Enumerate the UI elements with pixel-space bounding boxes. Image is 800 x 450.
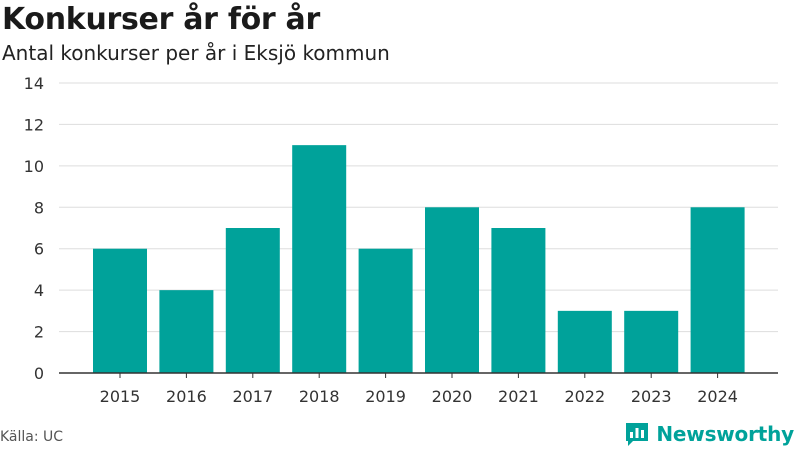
bar-2015 [93,248,147,373]
newsworthy-logo-icon [626,423,649,446]
source-note: Källa: UC [0,429,64,445]
bar-2023 [624,310,679,373]
chart-subtitle: Antal konkurser per år i Eksjö kommun [2,41,390,65]
x-tick-label: 2018 [299,387,340,406]
y-tick-label: 0 [34,364,44,383]
bar-2019 [358,248,413,373]
y-tick-label: 10 [24,157,44,176]
bars [93,145,745,373]
x-tick-label: 2020 [432,387,473,406]
x-tick-label: 2023 [631,387,672,406]
y-tick-label: 14 [24,74,44,93]
y-tick-label: 2 [34,323,44,342]
y-tick-label: 8 [34,198,44,217]
x-tick-label: 2016 [166,387,207,406]
x-tick-label: 2015 [100,387,141,406]
x-tick-label: 2022 [564,387,605,406]
brand-logo: Newsworthy [624,419,794,449]
y-tick-label: 6 [34,240,44,259]
bar-2024 [690,207,745,373]
y-tick-labels: 0 2 4 6 8 10 12 14 [24,74,44,383]
x-tick-label: 2019 [365,387,406,406]
x-tick-label: 2024 [697,387,738,406]
bar-2022 [557,310,612,373]
bar-2021 [491,228,546,373]
bar-2017 [225,228,280,373]
x-tick-label: 2021 [498,387,539,406]
x-tick-labels: 2015 2016 2017 2018 2019 2020 2021 2022 2023 2024 [100,373,738,406]
y-tick-label: 12 [24,115,44,134]
y-tick-label: 4 [34,281,44,300]
bar-2016 [159,290,214,373]
brand-name: Newsworthy [656,422,794,446]
x-tick-label: 2017 [232,387,273,406]
chart-title: Konkurser år för år [2,2,320,37]
bar-2018 [292,145,347,373]
bar-2020 [425,207,479,373]
